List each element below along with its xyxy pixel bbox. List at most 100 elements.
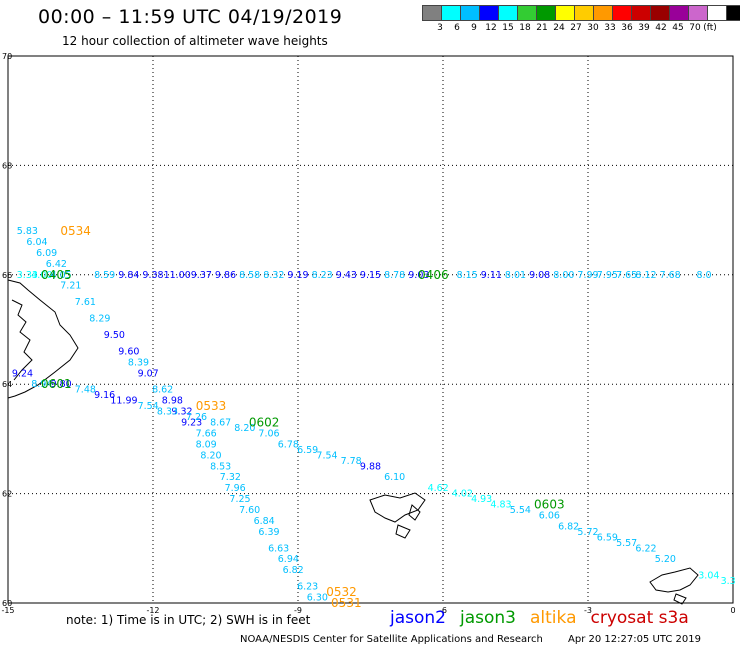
map-frame xyxy=(7,55,734,604)
wave-height-point: 8.94 xyxy=(31,379,52,390)
wave-height-point: 4.83 xyxy=(490,500,511,511)
color-scale-tick: 9 xyxy=(471,23,477,33)
axis-labels: -15 -12 -9 -6 -3 0 70 68 66 64 62 60 xyxy=(1,52,735,615)
x-tick-label: -9 xyxy=(294,606,302,615)
wave-height-point: 5.20 xyxy=(655,554,676,565)
color-scale-tick: 70 xyxy=(689,23,701,33)
wave-height-point: 6.22 xyxy=(635,543,656,554)
wave-height-point: 7.60 xyxy=(239,505,260,516)
wave-height-point: 9.15 xyxy=(360,270,381,281)
wave-height-point: 3.33 xyxy=(17,270,38,281)
wave-height-point: 9.07 xyxy=(138,368,159,379)
wave-height-point: 7.26 xyxy=(186,412,207,423)
wave-height-labels: 5.836.046.096.42 3.334.004.05 8.59 9.84 9.38… xyxy=(12,226,736,603)
wave-height-point: 8.23 xyxy=(312,270,333,281)
wave-height-point: 9.50 xyxy=(104,330,125,341)
wave-height-point: 6.04 xyxy=(26,237,47,248)
y-tick-label: 64 xyxy=(2,380,12,389)
wave-height-point: 8.59 xyxy=(94,270,115,281)
wave-height-point: 4.00 xyxy=(31,270,52,281)
satellite-legend: jason2 jason3 altika cryosat s3a xyxy=(390,608,703,628)
wave-height-point: 8.15 xyxy=(457,270,478,281)
wave-height-point: 8.98 xyxy=(162,396,183,407)
wave-height-point: 6.82 xyxy=(558,521,579,532)
pass-time-label: 0405 xyxy=(41,268,72,282)
wave-height-point: 7.21 xyxy=(60,281,81,292)
wave-height-point: 7.61 xyxy=(75,297,96,308)
wave-height-point: 7.68 xyxy=(660,270,681,281)
credit-text: NOAA/NESDIS Center for Satellite Applica… xyxy=(240,634,543,645)
legend-entry: jason3 xyxy=(460,608,516,628)
map-subtitle: 12 hour collection of altimeter wave hei… xyxy=(62,34,328,48)
wave-height-point: 5.83 xyxy=(17,226,38,237)
wave-height-point: 6.78 xyxy=(278,439,299,450)
graticule xyxy=(8,56,733,603)
x-tick-label: -12 xyxy=(146,606,159,615)
wave-height-point: 6.59 xyxy=(297,445,318,456)
color-scale-tick: 45 xyxy=(672,23,684,33)
wave-height-point: 6.82 xyxy=(283,565,304,576)
wave-height-point: 6.63 xyxy=(268,543,289,554)
wave-height-point: 4.05 xyxy=(51,270,72,281)
wave-height-point: 5.57 xyxy=(616,538,637,549)
wave-height-point: 9.24 xyxy=(12,368,33,379)
wave-height-point: 9.38 xyxy=(142,270,163,281)
wave-height-point: 8.01 xyxy=(505,270,526,281)
wave-height-point: 8.09 xyxy=(196,439,217,450)
color-scale-tick: 21 xyxy=(536,23,548,33)
wave-height-point: 11.00 xyxy=(164,270,191,281)
wave-height-point: 9.32 xyxy=(171,407,192,418)
wave-height-point: 4.93 xyxy=(471,494,492,505)
wave-height-point: 9.43 xyxy=(336,270,357,281)
wave-height-point: 6.09 xyxy=(36,248,57,259)
color-swatch xyxy=(726,5,740,21)
wave-height-point: 8.33 xyxy=(157,407,178,418)
wave-height-point: 8.00 xyxy=(553,270,574,281)
color-scale-unit: (ft) xyxy=(703,23,717,33)
color-scale-tick: 36 xyxy=(621,23,633,33)
wave-height-point: 7.95 xyxy=(597,270,618,281)
color-scale-tick: 6 xyxy=(454,23,460,33)
wave-height-point: 9.84 xyxy=(118,270,139,281)
wave-height-point: 6.39 xyxy=(258,527,279,538)
wave-height-point: 8.58 xyxy=(239,270,260,281)
wave-height-point: 9.60 xyxy=(118,346,139,357)
wave-height-point: 8.29 xyxy=(89,314,110,325)
pass-time-label: 0533 xyxy=(196,399,227,413)
wave-height-point: 9.23 xyxy=(181,417,202,428)
wave-height-point: 8.39 xyxy=(128,357,149,368)
wave-height-point: 9.86 xyxy=(215,270,236,281)
wave-height-point: 8.12 xyxy=(635,270,656,281)
credit-date: Apr 20 12:27:05 UTC 2019 xyxy=(568,634,701,645)
legend-entry: cryosat s3a xyxy=(590,608,689,628)
footer-note: note: 1) Time is in UTC; 2) SWH is in fe… xyxy=(66,613,311,627)
wave-height-point: 7.65 xyxy=(616,270,637,281)
wave-height-point: 6.59 xyxy=(597,532,618,543)
wave-height-point: 9.03 xyxy=(408,270,429,281)
wave-height-point: 11.99 xyxy=(110,396,137,407)
wave-height-point: 8.67 xyxy=(210,417,231,428)
color-scale-tick: 24 xyxy=(553,23,565,33)
wave-height-point: 7.54 xyxy=(138,401,159,412)
y-tick-label: 70 xyxy=(2,52,12,61)
wave-height-point: 3.3 xyxy=(721,576,736,587)
y-tick-label: 68 xyxy=(2,161,12,170)
wave-height-point: 8.78 xyxy=(384,270,405,281)
color-scale-tick: 15 xyxy=(502,23,514,33)
pass-time-label: 0532 xyxy=(326,585,357,599)
wave-height-point: 6.10 xyxy=(384,472,405,483)
color-scale-tick: 12 xyxy=(485,23,497,33)
pass-time-label: 0406 xyxy=(418,268,449,282)
color-scale-tick: 27 xyxy=(570,23,582,33)
wave-height-point: 4.02 xyxy=(452,489,473,500)
color-scale-tick: 42 xyxy=(655,23,667,33)
color-scale-tick: 39 xyxy=(638,23,650,33)
legend-entry: altika xyxy=(530,608,577,628)
wave-height-point: 9.19 xyxy=(287,270,308,281)
pass-time-label: 0531 xyxy=(331,596,362,610)
x-tick-label: -3 xyxy=(584,606,592,615)
y-tick-label: 60 xyxy=(2,599,12,608)
wave-height-point: 7.99 xyxy=(577,270,598,281)
